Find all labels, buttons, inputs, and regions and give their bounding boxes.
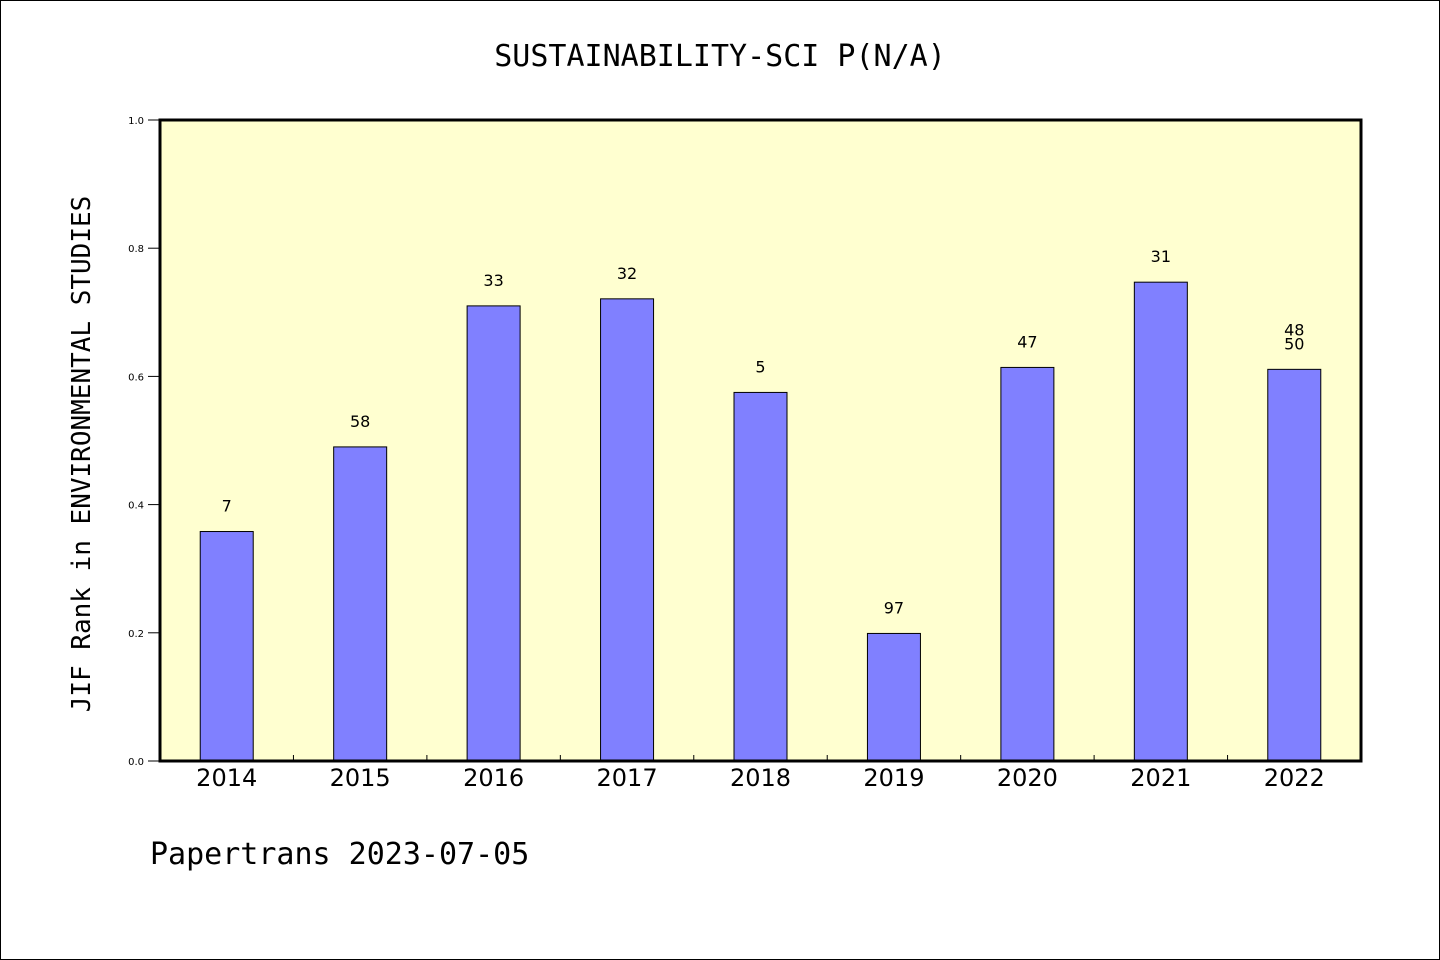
bar-data-label: 33 [483, 271, 503, 290]
bar [1267, 368, 1322, 762]
y-tick-label: 0.6 [128, 372, 144, 383]
plot-border [158, 118, 1363, 763]
bar-data-label: 31 [1151, 247, 1171, 266]
x-tick-label: 2020 [997, 764, 1058, 792]
bar-data-label: 5 [755, 357, 765, 376]
x-tick-label: 2019 [863, 764, 924, 792]
bar [733, 391, 788, 762]
bar [866, 632, 921, 762]
bar-data-label: 58 [350, 412, 370, 431]
y-tick-label: 0.2 [128, 629, 144, 640]
bar-data-label: 7 [222, 497, 232, 516]
y-tick-label: 0.0 [128, 757, 144, 768]
bar-data-label: 32 [617, 264, 637, 283]
x-tick-label: 2021 [1130, 764, 1191, 792]
y-axis: 0.0 0.2 0.4 0.6 0.8 1.0 [128, 116, 160, 768]
x-tick-label: 2016 [463, 764, 524, 792]
bar [600, 298, 655, 762]
y-axis-label: JIF Rank in ENVIRONMENTAL STUDIES [67, 196, 97, 713]
x-tick-label: 2018 [730, 764, 791, 792]
bar [466, 305, 521, 762]
chart-title: SUSTAINABILITY-SCI P(N/A) [494, 39, 946, 74]
y-tick-label: 1.0 [128, 116, 144, 127]
x-tick-label: 2017 [597, 764, 658, 792]
bar-data-label: 50 [1284, 334, 1304, 353]
x-tick-label: 2022 [1264, 764, 1325, 792]
x-tick-label: 2015 [330, 764, 391, 792]
bar [333, 446, 388, 762]
footer-text: Papertrans 2023-07-05 [150, 837, 529, 872]
bar [1000, 366, 1055, 762]
x-axis: 2014 2015 2016 2017 2018 2019 2020 2021 2022 [196, 755, 1325, 792]
bar-data-label: 48 [1284, 320, 1304, 339]
y-tick-label: 0.8 [128, 244, 144, 255]
y-tick-label: 0.4 [128, 501, 144, 512]
bar [1133, 281, 1188, 762]
bar-data-label: 47 [1017, 332, 1037, 351]
bars [199, 281, 1322, 762]
bar [199, 531, 254, 762]
x-tick-label: 2014 [196, 764, 257, 792]
bar-data-label: 97 [884, 598, 904, 617]
